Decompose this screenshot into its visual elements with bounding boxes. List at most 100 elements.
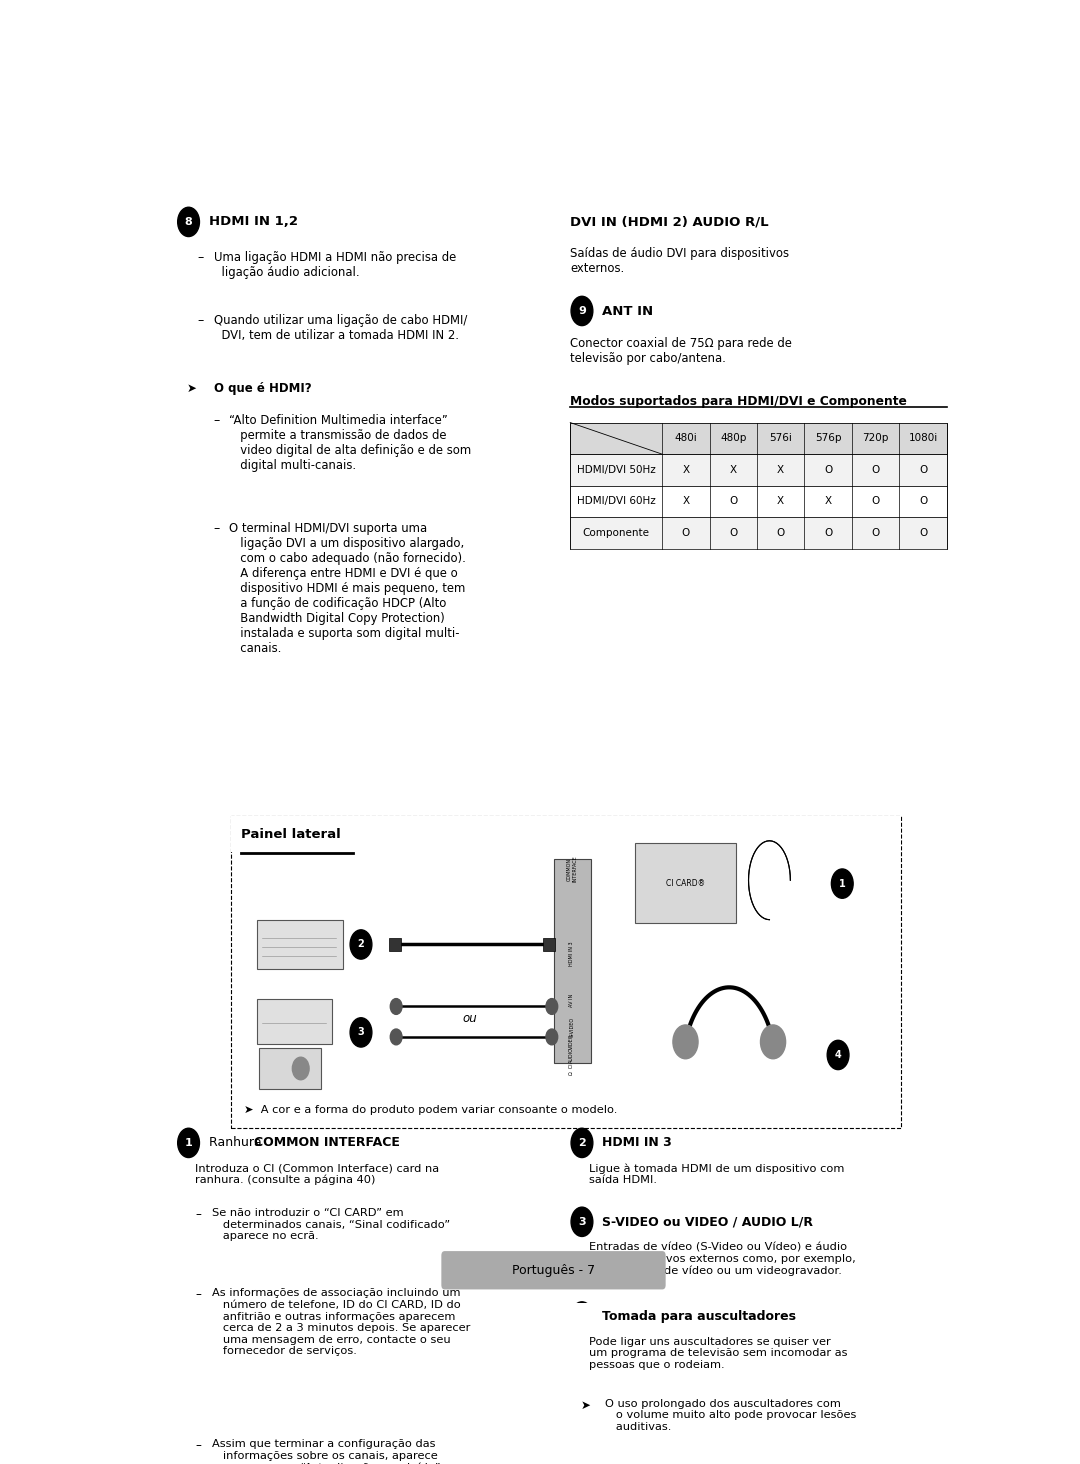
Circle shape xyxy=(178,208,200,237)
Text: –: – xyxy=(195,1208,201,1221)
Text: X: X xyxy=(778,466,784,474)
FancyBboxPatch shape xyxy=(259,1048,321,1089)
Text: 8: 8 xyxy=(185,217,192,227)
Text: Painel lateral: Painel lateral xyxy=(241,827,341,840)
Text: O: O xyxy=(919,466,928,474)
Text: Quando utilizar uma ligação de cabo HDMI/
  DVI, tem de utilizar a tomada HDMI I: Quando utilizar uma ligação de cabo HDMI… xyxy=(214,315,467,343)
Circle shape xyxy=(827,1041,849,1070)
FancyBboxPatch shape xyxy=(257,919,342,969)
Text: As informações de associação incluindo um
   número de telefone, ID do CI CARD, : As informações de associação incluindo u… xyxy=(212,1288,471,1356)
FancyBboxPatch shape xyxy=(231,815,901,852)
Text: X: X xyxy=(778,496,784,507)
Circle shape xyxy=(832,870,853,899)
FancyBboxPatch shape xyxy=(442,1252,665,1290)
Text: 3: 3 xyxy=(578,1217,585,1227)
Text: 3: 3 xyxy=(357,1028,364,1038)
Text: “Alto Definition Multimedia interface”
   permite a transmissão de dados de
   v: “Alto Definition Multimedia interface” p… xyxy=(229,413,471,471)
Text: 9: 9 xyxy=(578,306,585,316)
Text: AUDIO: AUDIO xyxy=(569,1047,575,1063)
Text: ou: ou xyxy=(462,1013,477,1025)
FancyBboxPatch shape xyxy=(570,423,947,454)
Text: O: O xyxy=(919,529,928,539)
Text: 1: 1 xyxy=(839,878,846,889)
Circle shape xyxy=(571,1129,593,1158)
FancyBboxPatch shape xyxy=(554,859,591,1063)
Text: 720p: 720p xyxy=(863,433,889,444)
Text: DVI IN (HDMI 2) AUDIO R/L: DVI IN (HDMI 2) AUDIO R/L xyxy=(570,215,769,228)
Text: 480p: 480p xyxy=(720,433,746,444)
Text: X: X xyxy=(683,466,689,474)
Circle shape xyxy=(673,1025,698,1058)
Text: O: O xyxy=(681,529,690,539)
Text: O: O xyxy=(824,466,833,474)
Text: Saídas de áudio DVI para dispositivos
externos.: Saídas de áudio DVI para dispositivos ex… xyxy=(570,247,789,275)
Text: 480i: 480i xyxy=(674,433,698,444)
Circle shape xyxy=(571,1208,593,1237)
Text: Componente: Componente xyxy=(582,529,650,539)
Text: –: – xyxy=(198,252,204,264)
Text: HDMI IN 3: HDMI IN 3 xyxy=(569,941,575,966)
Circle shape xyxy=(390,998,402,1015)
Circle shape xyxy=(178,1129,200,1158)
Text: HDMI IN 1,2: HDMI IN 1,2 xyxy=(208,215,298,228)
Text: 2: 2 xyxy=(357,940,364,950)
Text: X: X xyxy=(730,466,737,474)
Text: 4: 4 xyxy=(835,1050,841,1060)
Circle shape xyxy=(390,1029,402,1045)
Text: 1080i: 1080i xyxy=(908,433,937,444)
Text: –: – xyxy=(195,1439,201,1452)
Text: O: O xyxy=(729,529,738,539)
Text: O: O xyxy=(872,529,880,539)
Text: Se não introduzir o “CI CARD” em
   determinados canais, “Sinal codificado”
   a: Se não introduzir o “CI CARD” em determi… xyxy=(212,1208,450,1241)
Text: O terminal HDMI/DVI suporta uma
   ligação DVI a um dispositivo alargado,
   com: O terminal HDMI/DVI suporta uma ligação … xyxy=(229,521,465,654)
Text: –: – xyxy=(198,315,204,328)
Text: HDMI IN 3: HDMI IN 3 xyxy=(602,1136,672,1149)
Text: –: – xyxy=(195,1288,201,1301)
Circle shape xyxy=(546,1029,557,1045)
Text: 576p: 576p xyxy=(815,433,841,444)
Text: ➤: ➤ xyxy=(187,382,197,395)
Text: HDMI/DVI 50Hz: HDMI/DVI 50Hz xyxy=(577,466,656,474)
Text: O: O xyxy=(872,496,880,507)
Text: CI CARD®: CI CARD® xyxy=(666,878,705,889)
Text: 4: 4 xyxy=(578,1312,585,1322)
Circle shape xyxy=(571,1301,593,1331)
Text: O: O xyxy=(872,466,880,474)
Text: ➤: ➤ xyxy=(580,1398,590,1411)
Circle shape xyxy=(571,296,593,325)
Circle shape xyxy=(293,1057,309,1080)
Text: O: O xyxy=(919,496,928,507)
Text: O que é HDMI?: O que é HDMI? xyxy=(214,382,311,395)
Text: Português - 7: Português - 7 xyxy=(512,1263,595,1277)
Text: COMMON
INTERFACE: COMMON INTERFACE xyxy=(567,855,578,883)
FancyBboxPatch shape xyxy=(570,454,947,486)
Text: X: X xyxy=(825,496,832,507)
Text: 1: 1 xyxy=(185,1138,192,1148)
Text: S-VIDEO: S-VIDEO xyxy=(569,1016,575,1037)
Circle shape xyxy=(546,998,557,1015)
Text: O uso prolongado dos auscultadores com
   o volume muito alto pode provocar lesõ: O uso prolongado dos auscultadores com o… xyxy=(606,1398,856,1432)
Text: O: O xyxy=(729,496,738,507)
Text: Conector coaxial de 75Ω para rede de
televisão por cabo/antena.: Conector coaxial de 75Ω para rede de tel… xyxy=(570,337,792,365)
FancyBboxPatch shape xyxy=(570,517,947,549)
FancyBboxPatch shape xyxy=(257,998,332,1044)
Text: Ω  CI: Ω CI xyxy=(569,1064,575,1076)
Text: HDMI/DVI 60Hz: HDMI/DVI 60Hz xyxy=(577,496,656,507)
FancyBboxPatch shape xyxy=(231,815,901,1129)
Circle shape xyxy=(760,1025,785,1058)
Text: Introduza o CI (Common Interface) card na
ranhura. (consulte a página 40): Introduza o CI (Common Interface) card n… xyxy=(195,1164,440,1186)
Text: –: – xyxy=(214,413,220,426)
Text: Ranhura: Ranhura xyxy=(208,1136,266,1149)
Text: COMMON INTERFACE: COMMON INTERFACE xyxy=(254,1136,400,1149)
Circle shape xyxy=(350,1017,372,1047)
Text: S-VIDEO ou VIDEO / AUDIO L/R: S-VIDEO ou VIDEO / AUDIO L/R xyxy=(602,1215,813,1228)
Text: Modos suportados para HDMI/DVI e Componente: Modos suportados para HDMI/DVI e Compone… xyxy=(570,395,907,408)
Text: AV IN: AV IN xyxy=(569,994,575,1007)
Text: ➤  A cor e a forma do produto podem variar consoante o modelo.: ➤ A cor e a forma do produto podem varia… xyxy=(244,1105,617,1114)
Text: 576i: 576i xyxy=(769,433,792,444)
FancyBboxPatch shape xyxy=(543,938,555,952)
Text: O: O xyxy=(777,529,785,539)
Text: Pode ligar uns auscultadores se quiser ver
um programa de televisão sem incomoda: Pode ligar uns auscultadores se quiser v… xyxy=(589,1337,847,1370)
Text: –: – xyxy=(214,521,220,534)
Text: ANT IN: ANT IN xyxy=(602,306,653,318)
